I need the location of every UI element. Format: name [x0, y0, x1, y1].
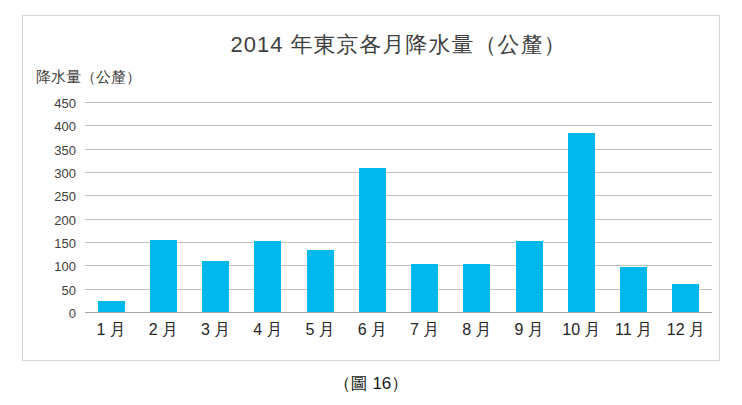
y-tick-label: 150: [54, 236, 76, 251]
y-tick-label: 400: [54, 119, 76, 134]
bar: [359, 168, 386, 313]
bar-slot: [608, 103, 660, 313]
bar-slot: [660, 103, 712, 313]
bar-slot: [85, 103, 137, 313]
figure-caption: （圖 16）: [0, 372, 742, 395]
x-tick-label: 5 月: [294, 320, 346, 341]
x-tick-label: 6 月: [346, 320, 398, 341]
figure-page: 2014 年東京各月降水量（公釐） 降水量（公釐） 05010015020025…: [0, 0, 742, 405]
x-tick-label: 7 月: [399, 320, 451, 341]
bar-slot: [242, 103, 294, 313]
bar: [307, 250, 334, 313]
y-tick-label: 250: [54, 189, 76, 204]
bar: [254, 241, 281, 313]
x-axis-labels: 1 月2 月3 月4 月5 月6 月7 月8 月9 月10 月11 月12 月: [85, 320, 712, 341]
y-tick-label: 50: [62, 282, 76, 297]
x-tick-label: 1 月: [85, 320, 137, 341]
x-tick-label: 4 月: [242, 320, 294, 341]
bar: [620, 267, 647, 313]
x-tick-label: 8 月: [451, 320, 503, 341]
bar: [516, 241, 543, 313]
chart-frame: 2014 年東京各月降水量（公釐） 降水量（公釐） 05010015020025…: [22, 15, 720, 361]
bar-slot: [399, 103, 451, 313]
bar: [568, 133, 595, 313]
x-tick-label: 12 月: [660, 320, 712, 341]
bar-slot: [294, 103, 346, 313]
y-tick-label: 100: [54, 259, 76, 274]
bar-slot: [503, 103, 555, 313]
x-tick-label: 3 月: [190, 320, 242, 341]
bar-slot: [190, 103, 242, 313]
bar-slot: [346, 103, 398, 313]
x-tick-label: 11 月: [608, 320, 660, 341]
y-tick-label: 0: [69, 306, 76, 321]
bar-slot: [451, 103, 503, 313]
y-axis-title: 降水量（公釐）: [36, 68, 141, 87]
x-tick-label: 9 月: [503, 320, 555, 341]
bar: [672, 284, 699, 313]
bar: [411, 264, 438, 313]
chart-title: 2014 年東京各月降水量（公釐）: [85, 30, 712, 60]
bar: [150, 240, 177, 313]
bar-slot: [137, 103, 189, 313]
x-tick-label: 2 月: [137, 320, 189, 341]
bar-slot: [555, 103, 607, 313]
bar: [202, 261, 229, 313]
x-tick-label: 10 月: [555, 320, 607, 341]
y-tick-label: 200: [54, 212, 76, 227]
y-tick-label: 300: [54, 166, 76, 181]
y-tick-label: 450: [54, 96, 76, 111]
plot-area: 050100150200250300350400450: [85, 103, 712, 313]
bar: [463, 264, 490, 313]
bars-layer: [85, 103, 712, 313]
x-axis-line: [85, 312, 712, 313]
y-tick-label: 350: [54, 142, 76, 157]
